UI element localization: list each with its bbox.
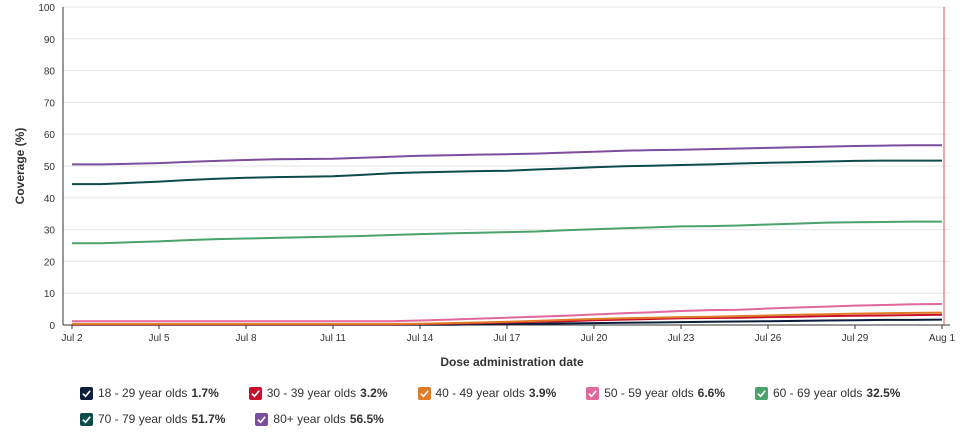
legend-item[interactable]: 40 - 49 year olds 3.9%: [417, 386, 557, 400]
x-axis: Jul 2 Jul 5 Jul 8 Jul 11 Jul 14 Jul 17 Jul 20 J…: [61, 7, 956, 344]
y-tick-label: 90: [44, 35, 56, 46]
y-axis: 0 10 20 30 40 50 60 70 80 90 100: [38, 3, 950, 332]
legend-value: 32.5%: [866, 386, 901, 400]
check-icon[interactable]: [80, 412, 93, 426]
check-icon[interactable]: [755, 386, 768, 400]
series-line-4[interactable]: [72, 220, 942, 245]
chart-series: [72, 144, 943, 326]
x-tick-label: Aug 1: [929, 333, 956, 344]
legend-item[interactable]: 50 - 59 year olds 6.6%: [586, 386, 725, 400]
legend-item[interactable]: 60 - 69 year olds 32.5%: [755, 386, 900, 400]
legend-label: 40 - 49 year olds: [435, 386, 525, 400]
legend-row: 70 - 79 year olds 51.7% 80+ year olds 56.5%: [80, 406, 960, 432]
x-tick-label: Jul 2: [61, 333, 83, 344]
check-icon[interactable]: [586, 386, 600, 400]
y-tick-label: 60: [44, 130, 56, 141]
legend-label: 60 - 69 year olds: [773, 386, 863, 400]
y-tick-label: 50: [44, 162, 56, 173]
x-tick-label: Jul 26: [755, 333, 782, 344]
legend-label: 30 - 39 year olds: [266, 386, 357, 400]
y-tick-label: 10: [44, 289, 56, 300]
legend-item[interactable]: 30 - 39 year olds 3.2%: [248, 386, 388, 400]
check-icon[interactable]: [248, 386, 262, 400]
x-axis-title: Dose administration date: [440, 355, 584, 369]
legend-item[interactable]: 18 - 29 year olds 1.7%: [80, 386, 219, 400]
x-tick-label: Jul 14: [407, 333, 434, 344]
legend-value: 1.7%: [191, 386, 219, 400]
x-tick-label: Jul 23: [668, 333, 695, 344]
chart-grid: [63, 6, 950, 326]
legend-row: 18 - 29 year olds 1.7% 30 - 39 year olds 3.…: [80, 380, 960, 406]
legend-item[interactable]: 70 - 79 year olds 51.7%: [80, 412, 225, 426]
check-icon[interactable]: [255, 412, 269, 426]
legend-label: 18 - 29 year olds: [98, 386, 188, 400]
x-tick-label: Jul 17: [494, 333, 521, 344]
legend-label: 70 - 79 year olds: [98, 412, 188, 426]
series-line-5[interactable]: [72, 159, 942, 186]
y-axis-title: Coverage (%): [13, 128, 27, 205]
series-line-6[interactable]: [72, 144, 942, 166]
legend-value: 56.5%: [349, 412, 384, 426]
y-tick-label: 70: [44, 98, 56, 109]
x-tick-label: Jul 11: [320, 333, 346, 344]
y-tick-label: 80: [44, 67, 56, 78]
series-line-2[interactable]: [72, 311, 943, 325]
x-tick-label: Jul 29: [842, 333, 869, 344]
series-line-3[interactable]: [72, 303, 943, 323]
y-tick-label: 30: [44, 226, 56, 237]
x-tick-label: Jul 20: [581, 333, 608, 344]
chart-legend: 18 - 29 year olds 1.7% 30 - 39 year olds 3.…: [80, 380, 960, 432]
legend-value: 3.9%: [528, 386, 557, 400]
x-tick-label: Jul 8: [235, 333, 257, 344]
legend-value: 6.6%: [697, 386, 725, 400]
check-icon[interactable]: [80, 386, 93, 400]
y-tick-label: 20: [44, 257, 56, 268]
y-tick-label: 100: [38, 3, 55, 14]
legend-label: 50 - 59 year olds: [604, 386, 694, 400]
series-line-1[interactable]: [72, 313, 943, 326]
legend-item[interactable]: 80+ year olds 56.5%: [255, 412, 384, 426]
y-tick-label: 0: [49, 321, 55, 332]
legend-value: 51.7%: [191, 412, 226, 426]
legend-label: 80+ year olds: [273, 412, 346, 426]
legend-value: 3.2%: [360, 386, 388, 400]
check-icon[interactable]: [417, 386, 431, 400]
y-tick-label: 40: [44, 194, 56, 205]
x-tick-label: Jul 5: [148, 333, 170, 344]
